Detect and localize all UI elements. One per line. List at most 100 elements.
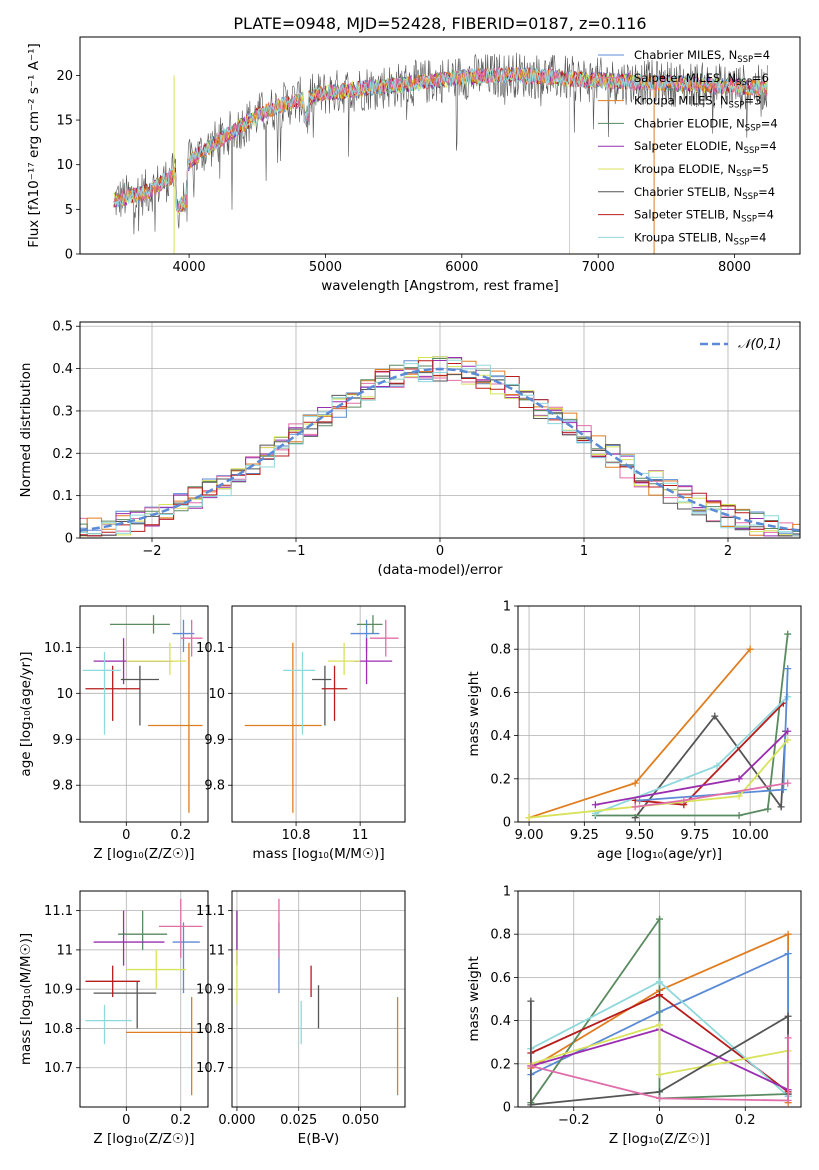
x-axis-label: mass [log₁₀(M/M☉)]: [252, 846, 384, 862]
y-axis-label: mass weight: [466, 671, 482, 756]
plot-area: [85, 898, 203, 1096]
marker-chabrier-stelib: [527, 997, 535, 1005]
legend-label: Salpeter STELIB, NSSP=4: [634, 208, 774, 225]
y-tick-label: 9.8: [204, 779, 225, 794]
plot-area: [527, 915, 792, 1107]
marker-kroupa-stelib: [784, 693, 792, 701]
y-tick-label: 0.5: [52, 320, 73, 335]
marker-chabrier-miles: [779, 786, 787, 794]
y-tick-label: 0.3: [52, 404, 73, 419]
plot-area: [525, 630, 792, 822]
marker-chabrier-miles: [636, 796, 644, 804]
marker-kroupa-elodie: [735, 792, 743, 800]
axes-frame: [517, 605, 802, 823]
x-tick-label: 10.8: [282, 828, 311, 843]
marker-salpeter-miles: [784, 1034, 792, 1042]
legend-label: Chabrier ELODIE, NSSP=4: [634, 116, 778, 133]
y-tick-label: 10: [208, 687, 225, 702]
y-tick-label: 0.2: [52, 447, 73, 462]
legend-label: Salpeter ELODIE, NSSP=4: [634, 139, 777, 156]
x-tick-label: −0.2: [558, 1113, 590, 1128]
y-tick-label: 10.1: [44, 641, 73, 656]
y-axis-label: Flux [fλ10⁻¹⁷ erg cm⁻² s⁻¹ A⁻¹]: [26, 43, 42, 248]
x-tick-label: 0.050: [342, 1113, 379, 1128]
x-tick-label: 0.000: [218, 1113, 255, 1128]
x-tick-label: 10.00: [732, 828, 769, 843]
y-axis-label: mass weight: [466, 956, 482, 1041]
line-chabrier-elodie: [530, 916, 789, 1104]
line-chabrier-elodie: [595, 633, 789, 817]
spectrum-line-kroupa-stelib: [113, 67, 768, 212]
panel-age-vs-z: 0 0.2 9.8 9.9 10 10.1 Z [log₁₀(Z/Z☉)] age [log₁…: [18, 605, 209, 862]
y-tick-label: 0.2: [490, 1057, 511, 1072]
y-tick-label: 0: [503, 1101, 511, 1116]
marker-salpeter-miles: [680, 796, 688, 804]
x-axis-label: (data-model)/error: [377, 562, 503, 578]
axes-frame: [231, 605, 406, 823]
y-tick-label: 11.1: [44, 904, 73, 919]
y-tick-label: 10.8: [196, 1022, 225, 1037]
x-tick-label: 0.2: [735, 1113, 756, 1128]
marker-chabrier-elodie: [764, 805, 772, 813]
axes-frame: [79, 36, 801, 255]
y-tick-label: 0.8: [490, 643, 511, 658]
x-tick-label: 8000: [718, 260, 751, 275]
panel-mass-vs-ebv: 0.000 0.025 0.050 10.7 10.8 10.9 11 11.1 E(B-V): [196, 890, 406, 1147]
y-tick-label: 20: [56, 69, 73, 84]
marker-chabrier-stelib: [777, 803, 785, 811]
y-tick-label: 15: [56, 114, 73, 129]
legend-label: Chabrier STELIB, NSSP=4: [634, 185, 775, 202]
y-tick-label: 0.1: [52, 489, 73, 504]
y-tick-label: 1: [503, 600, 511, 615]
axes-frame: [79, 890, 209, 1108]
x-axis-label: Z [log₁₀(Z/Z☉)]: [609, 1131, 710, 1147]
plot-area: [82, 615, 203, 813]
marker-kroupa-miles: [746, 645, 754, 653]
spectrum-line-chabrier-stelib: [113, 52, 768, 235]
line-salpeter-elodie: [595, 730, 789, 806]
plot-area: [113, 52, 768, 254]
y-tick-label: 0.2: [490, 772, 511, 787]
marker-chabrier-elodie: [784, 630, 792, 638]
y-tick-label: 10: [56, 687, 73, 702]
histogram-chabrier-elodie: [80, 357, 800, 537]
x-tick-label: 9.25: [570, 828, 599, 843]
marker-kroupa-elodie: [525, 814, 533, 822]
legend-label: 𝒩(0,1): [738, 337, 781, 352]
x-tick-label: 9.00: [515, 828, 544, 843]
marker-salpeter-elodie: [735, 775, 743, 783]
y-tick-label: 0: [65, 248, 73, 263]
legend-label: Chabrier MILES, NSSP=4: [634, 48, 770, 65]
marker-salpeter-stelib: [656, 991, 663, 999]
marker-salpeter-elodie: [784, 727, 792, 735]
x-axis-label: Z [log₁₀(Z/Z☉)]: [93, 846, 194, 862]
y-tick-label: 11.1: [196, 904, 225, 919]
y-tick-label: 0.4: [490, 1014, 511, 1029]
line-kroupa-elodie: [530, 1023, 789, 1076]
y-tick-label: 0.4: [490, 729, 511, 744]
x-tick-label: 0: [122, 828, 130, 843]
histogram-salpeter-stelib: [80, 360, 800, 537]
x-tick-label: 0.2: [170, 1113, 191, 1128]
marker-kroupa-miles: [631, 779, 639, 787]
legend-label: Kroupa MILES, NSSP=3: [634, 94, 761, 111]
plot-area: [244, 615, 399, 813]
x-tick-label: 0.025: [280, 1113, 317, 1128]
y-tick-label: 9.9: [204, 733, 225, 748]
x-axis-label: Z [log₁₀(Z/Z☉)]: [93, 1131, 194, 1147]
x-tick-label: 5000: [309, 260, 342, 275]
gaussian-curve: [80, 367, 800, 532]
y-tick-label: 10: [56, 158, 73, 173]
x-tick-label: −2: [142, 544, 161, 559]
y-tick-label: 10.9: [196, 983, 225, 998]
y-tick-label: 10.8: [44, 1022, 73, 1037]
y-tick-label: 10.1: [196, 641, 225, 656]
marker-salpeter-miles: [656, 1094, 663, 1102]
x-tick-label: 1: [580, 544, 588, 559]
x-tick-label: 0: [655, 1113, 663, 1128]
y-tick-label: 0.6: [490, 686, 511, 701]
panel-mass-weight-vs-age: 9.00 9.25 9.50 9.75 10.00 0 0.2 0.4 0.6 0.8 1 age […: [466, 600, 802, 862]
panel-spectrum: 4000 5000 6000 7000 8000 0 5 10 15 20 wavelength […: [26, 36, 801, 294]
marker-kroupa-elodie: [656, 1021, 663, 1029]
